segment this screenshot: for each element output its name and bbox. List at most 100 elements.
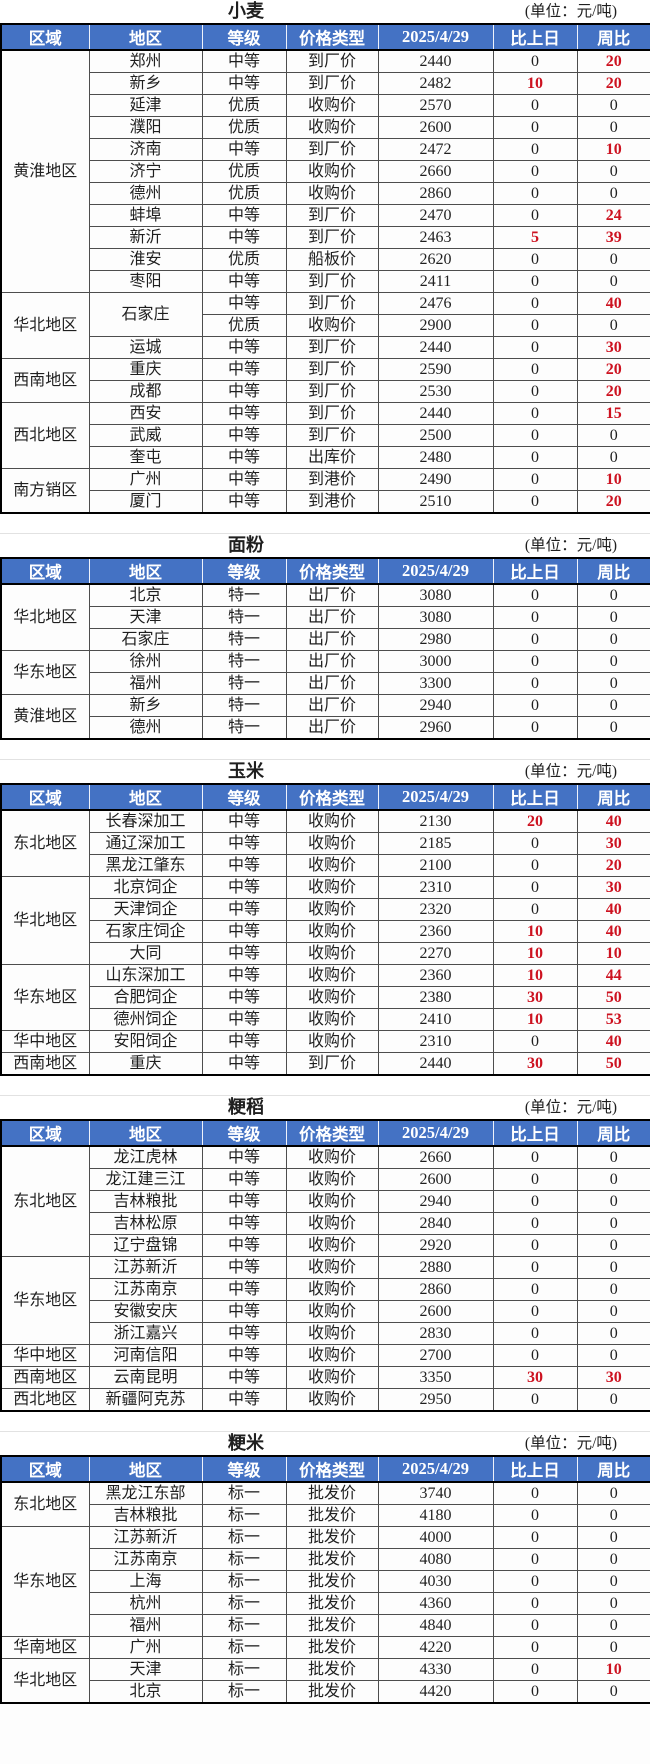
region-cell: 黄淮地区 [0, 49, 90, 293]
grade-cell: 中等 [201, 1052, 287, 1076]
grade-cell: 中等 [201, 1234, 287, 1257]
price-cell: 2130 [377, 809, 494, 833]
grade-cell: 中等 [201, 832, 287, 855]
day-change-cell: 0 [492, 1030, 578, 1053]
price-cell: 4000 [377, 1526, 494, 1549]
table-row: 黑龙江肇东 中等 收购价 2100 0 20 [1, 854, 650, 877]
column-header: 周比 [576, 1455, 650, 1483]
price-type-cell: 批发价 [285, 1658, 379, 1681]
price-type-cell: 收购价 [285, 1145, 379, 1169]
table-row: 杭州 标一 批发价 4360 0 0 [1, 1592, 650, 1615]
week-change-cell: 50 [576, 1052, 650, 1076]
price-tables: 小麦 (单位：元/吨) 区域 地区 等级 价格类型 2025/4/29 比上日 周比 黄淮地区 郑州… [0, 0, 650, 1704]
place-cell: 济南 [88, 138, 203, 161]
price-cell: 2840 [377, 1212, 494, 1235]
region-cell: 华北地区 [0, 292, 90, 359]
column-header: 区域 [0, 783, 90, 811]
price-cell: 2510 [377, 490, 494, 514]
day-change-cell: 0 [492, 1168, 578, 1191]
price-type-cell: 收购价 [285, 986, 379, 1009]
grade-cell: 中等 [201, 49, 287, 73]
week-change-cell: 0 [576, 1145, 650, 1169]
price-cell: 2463 [377, 226, 494, 249]
place-cell: 广州 [88, 468, 203, 491]
column-header: 价格类型 [285, 557, 379, 585]
place-cell: 蚌埠 [88, 204, 203, 227]
place-cell: 济宁 [88, 160, 203, 183]
column-header: 区域 [0, 1455, 90, 1483]
region-cell: 华北地区 [0, 876, 90, 965]
place-cell: 武威 [88, 424, 203, 447]
table-row: 东北地区 黑龙江东部 标一 批发价 3740 0 0 [0, 1481, 650, 1527]
day-change-cell: 0 [492, 402, 578, 425]
price-type-cell: 批发价 [285, 1548, 379, 1571]
region-cell: 黄淮地区 [0, 694, 90, 740]
price-type-cell: 收购价 [285, 832, 379, 855]
price-type-cell: 收购价 [285, 1008, 379, 1031]
price-type-cell: 到港价 [285, 468, 379, 491]
place-cell: 德州饲企 [88, 1008, 203, 1031]
table-row: 济南 中等 到厂价 2472 0 10 [1, 138, 650, 161]
column-header: 周比 [576, 23, 650, 51]
region-cell: 华北地区 [0, 1658, 90, 1704]
week-change-cell: 0 [576, 1300, 650, 1323]
grade-cell: 优质 [201, 314, 287, 337]
place-cell: 新沂 [88, 226, 203, 249]
price-type-cell: 批发价 [285, 1614, 379, 1637]
column-header: 区域 [0, 557, 90, 585]
grade-cell: 中等 [201, 1190, 287, 1213]
unit-label: (单位：元/吨) [524, 763, 618, 780]
day-change-cell: 10 [492, 942, 578, 965]
grade-cell: 标一 [201, 1636, 287, 1659]
grade-cell: 中等 [201, 468, 287, 491]
column-header: 区域 [0, 1119, 90, 1147]
place-cell: 辽宁盘锦 [88, 1234, 203, 1257]
table-row: 通辽深加工 中等 收购价 2185 0 30 [1, 832, 650, 855]
unit-label: (单位：元/吨) [524, 537, 618, 554]
day-change-cell: 0 [492, 1344, 578, 1367]
price-cell: 2360 [377, 964, 494, 987]
place-cell: 新乡 [88, 694, 203, 717]
place-cell: 杭州 [88, 1592, 203, 1615]
price-type-cell: 收购价 [285, 94, 379, 117]
price-type-cell: 批发价 [285, 1680, 379, 1704]
price-cell: 2530 [377, 380, 494, 403]
week-change-cell: 0 [576, 182, 650, 205]
day-change-cell: 0 [492, 446, 578, 469]
grade-cell: 标一 [201, 1570, 287, 1593]
day-change-cell: 0 [492, 1300, 578, 1323]
grade-cell: 优质 [201, 182, 287, 205]
day-change-cell: 0 [492, 628, 578, 651]
place-cell: 浙江嘉兴 [88, 1322, 203, 1345]
table-row: 浙江嘉兴 中等 收购价 2830 0 0 [1, 1322, 650, 1345]
section-title: 粳米 [228, 1433, 264, 1453]
table-row: 运城 中等 到厂价 2440 0 30 [1, 336, 650, 359]
price-cell: 2440 [377, 402, 494, 425]
week-change-cell: 0 [576, 1256, 650, 1279]
grade-cell: 中等 [201, 380, 287, 403]
table-row: 辽宁盘锦 中等 收购价 2920 0 0 [1, 1234, 650, 1257]
price-cell: 2920 [377, 1234, 494, 1257]
price-type-cell: 收购价 [285, 809, 379, 833]
week-change-cell: 40 [576, 898, 650, 921]
price-type-cell: 出厂价 [285, 628, 379, 651]
week-change-cell: 0 [576, 1278, 650, 1301]
price-cell: 4330 [377, 1658, 494, 1681]
price-type-cell: 收购价 [285, 1168, 379, 1191]
column-header: 周比 [576, 557, 650, 585]
price-cell: 2590 [377, 358, 494, 381]
column-header: 等级 [201, 557, 287, 585]
price-type-cell: 收购价 [285, 1030, 379, 1053]
price-cell: 2185 [377, 832, 494, 855]
day-change-cell: 0 [492, 248, 578, 271]
table-row: 德州饲企 中等 收购价 2410 10 53 [1, 1008, 650, 1031]
price-table-corn: 区域 地区 等级 价格类型 2025/4/29 比上日 周比 东北地区 长春深加工 中等 收购价 21… [0, 783, 650, 1076]
grade-cell: 标一 [201, 1658, 287, 1681]
grade-cell: 中等 [201, 446, 287, 469]
table-row: 濮阳 优质 收购价 2600 0 0 [1, 116, 650, 139]
price-type-cell: 到厂价 [285, 1052, 379, 1076]
price-cell: 4360 [377, 1592, 494, 1615]
week-change-cell: 50 [576, 986, 650, 1009]
place-cell: 德州 [88, 182, 203, 205]
day-change-cell: 0 [492, 854, 578, 877]
